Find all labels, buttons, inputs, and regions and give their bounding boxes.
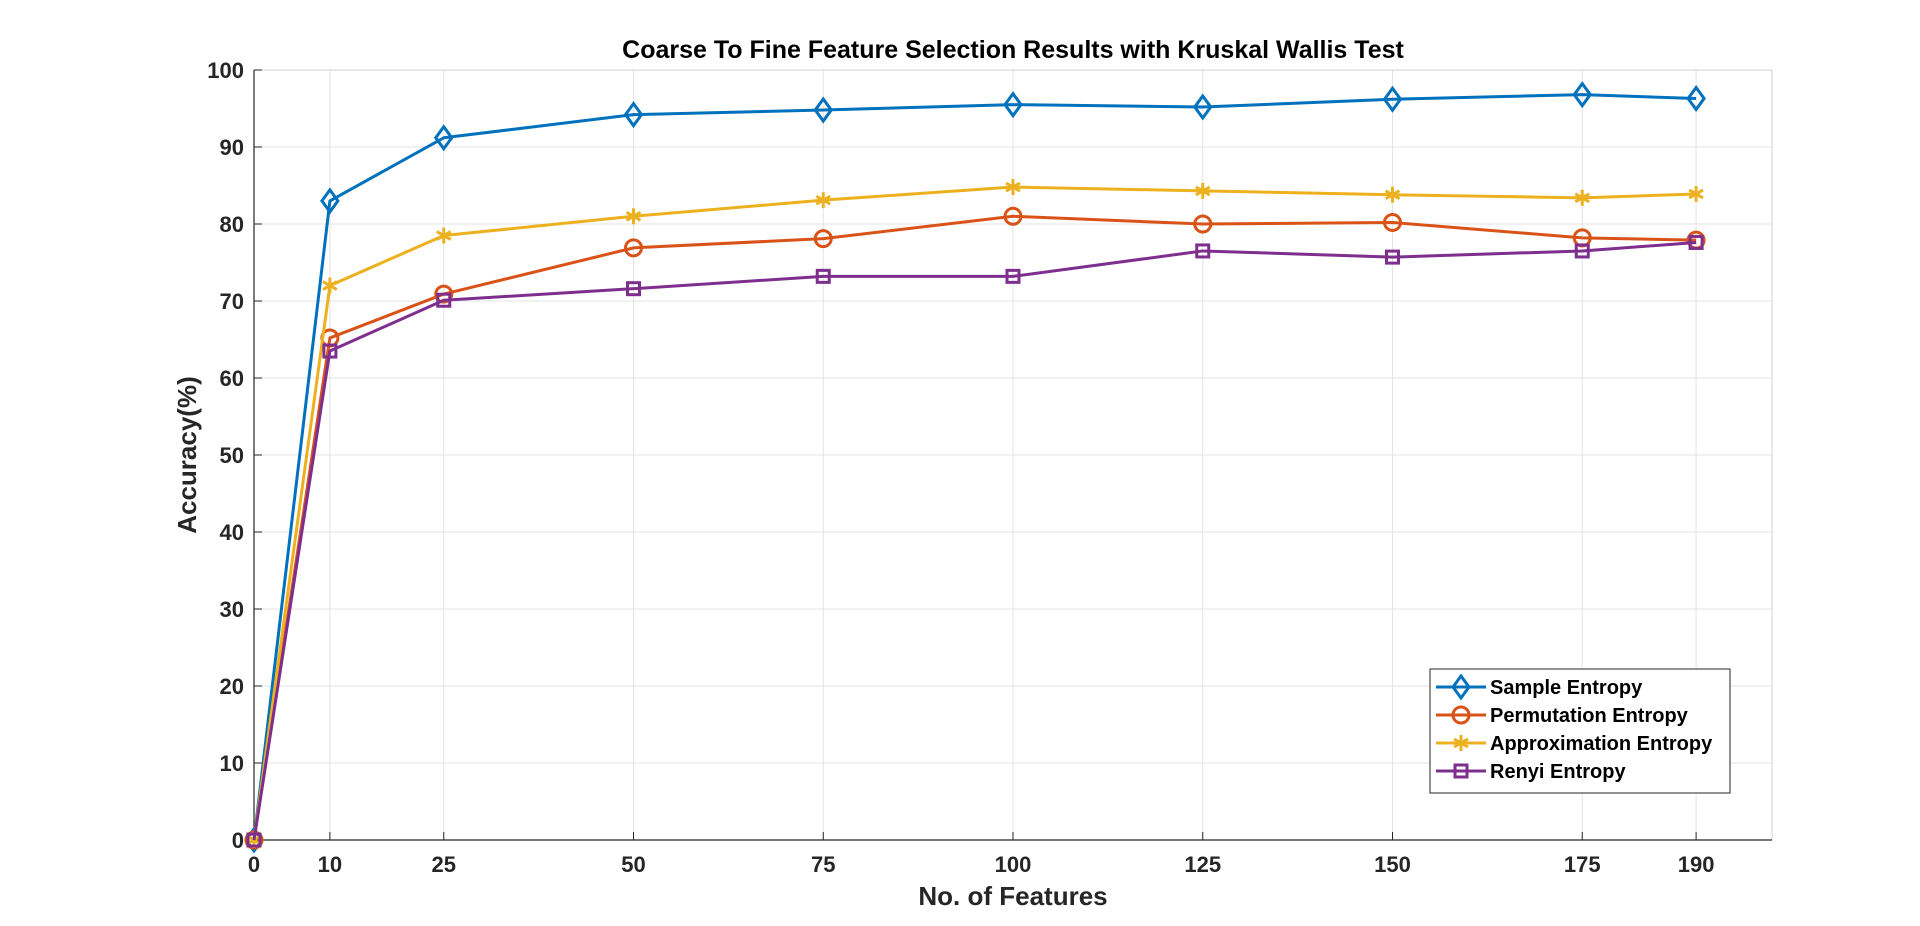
series-permutation-entropy [244,206,1706,850]
y-tick-label: 60 [220,366,244,391]
legend-marker [1451,673,1471,701]
data-point-permutation-entropy [1003,206,1023,226]
data-point-sample-entropy [1686,84,1706,113]
x-tick-label: 25 [432,852,456,877]
data-point-permutation-entropy [813,229,833,249]
legend: Sample Entropy Permutation Entropy Approxi… [1429,668,1731,794]
data-point-permutation-entropy [1383,212,1402,232]
series-line-renyi-entropy [252,240,1697,841]
y-tick-label: 50 [220,443,244,468]
data-point-renyi-entropy [1688,234,1704,250]
data-point-renyi-entropy [436,292,452,308]
y-tick-label: 80 [220,212,244,237]
data-point-permutation-entropy [1193,214,1213,234]
y-tick-label: 40 [220,520,244,545]
data-point-renyi-entropy [815,268,831,284]
data-point-sample-entropy [813,96,834,124]
legend-item-renyi-entropy: Renyi Entropy [1436,761,1626,783]
data-point-renyi-entropy [1195,243,1211,259]
legend-marker [1453,763,1469,779]
data-point-renyi-entropy [1385,249,1400,265]
x-tick-label: 100 [995,852,1032,877]
data-point-approximation-entropy [1574,189,1590,206]
data-point-approximation-entropy [815,192,831,209]
data-point-approximation-entropy [1005,179,1021,196]
data-point-renyi-entropy [322,343,338,359]
data-point-sample-entropy [1192,93,1213,121]
x-tick-label: 75 [811,852,835,877]
x-tick-label: 190 [1678,852,1715,877]
data-point-permutation-entropy [434,284,454,304]
legend-item-sample-entropy: Sample Entropy [1436,673,1643,701]
legend-item-approximation-entropy: Approximation Entropy [1436,733,1713,755]
y-tick-label: 10 [220,751,244,776]
x-tick-label: 0 [248,852,260,877]
x-tick-label: 10 [318,852,342,877]
legend-label: Approximation Entropy [1490,733,1713,755]
y-tick-label: 100 [207,58,244,83]
series-renyi-entropy [246,234,1704,848]
y-tick-label: 70 [220,289,244,314]
x-tick-label: 175 [1564,852,1601,877]
y-tick-label: 0 [232,828,244,853]
legend-label: Permutation Entropy [1490,705,1689,727]
series-line-sample-entropy [252,93,1697,841]
chart-title: Coarse To Fine Feature Selection Results… [622,36,1404,64]
data-point-sample-entropy [320,187,340,215]
series-line-approximation-entropy [252,185,1697,841]
data-point-approximation-entropy [1195,182,1211,199]
legend-marker [1453,735,1469,751]
data-point-sample-entropy [1572,81,1593,109]
x-axis-label: No. of Features [918,881,1107,911]
data-point-sample-entropy [1003,91,1023,119]
legend-label: Renyi Entropy [1490,761,1626,783]
data-point-approximation-entropy [436,227,452,244]
legend-label: Sample Entropy [1490,677,1643,699]
data-point-sample-entropy [1382,85,1403,113]
data-point-renyi-entropy [626,281,641,297]
x-tick-label: 150 [1374,852,1411,877]
data-point-sample-entropy [623,101,644,129]
y-axis-label: Accuracy(%) [172,376,202,534]
y-tick-label: 30 [220,597,244,622]
y-tick-label: 90 [220,135,244,160]
data-point-approximation-entropy [625,208,642,225]
legend-item-permutation-entropy: Permutation Entropy [1436,705,1689,727]
data-point-renyi-entropy [1574,243,1590,259]
x-tick-label: 125 [1184,852,1221,877]
data-point-sample-entropy [433,124,454,152]
legend-marker [1451,705,1471,725]
series-line-permutation-entropy [252,214,1697,841]
data-point-renyi-entropy [246,832,262,848]
x-tick-label: 50 [621,852,645,877]
data-point-renyi-entropy [1005,268,1021,284]
data-point-approximation-entropy [1384,186,1401,203]
y-tick-label: 20 [220,674,244,699]
data-point-approximation-entropy [1688,185,1704,202]
data-point-permutation-entropy [624,238,643,258]
series-sample-entropy [244,81,1706,854]
data-point-approximation-entropy [322,277,338,294]
